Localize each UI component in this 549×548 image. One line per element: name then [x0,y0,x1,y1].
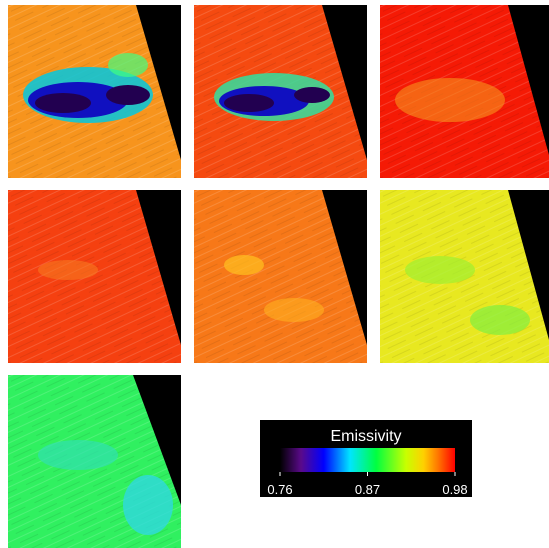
map-panel [380,5,549,178]
map-panel [8,5,181,178]
colorbar-gradient [280,448,455,472]
tick-label: 0.98 [442,482,467,497]
map-panel [8,375,181,548]
colorbar-title: Emissivity [330,428,401,445]
figure: Emissivity 0.76 0.87 0.98 [0,0,549,548]
map-panel [380,190,549,363]
tick-label: 0.87 [355,482,380,497]
map-panel [194,5,367,178]
tick-label: 0.76 [267,482,292,497]
map-panel [194,190,367,363]
map-panel [8,190,181,363]
